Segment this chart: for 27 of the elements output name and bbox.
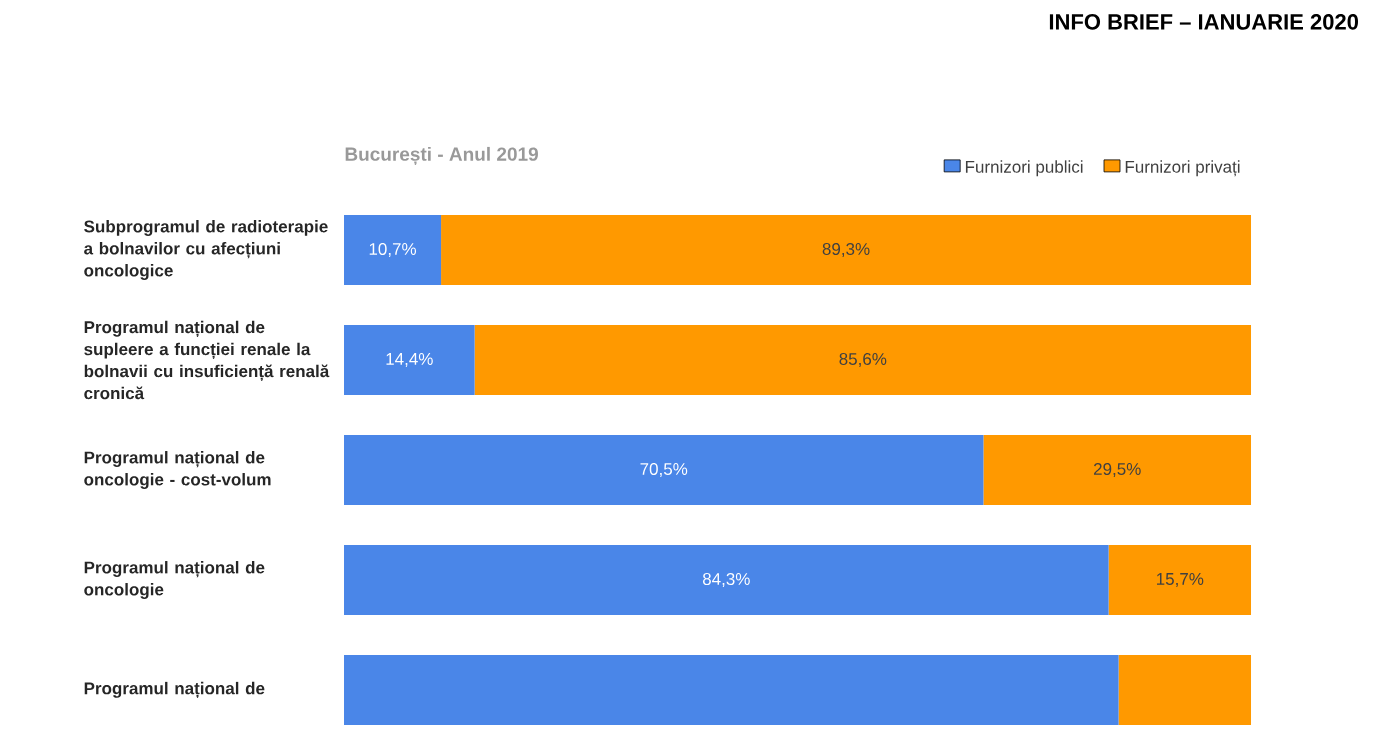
bar	[344, 435, 984, 505]
y-tick-label: Subprogramul de radioterapie a bolnavilor cu afecțiuni oncologice	[84, 220, 328, 280]
data-label: 85,6%	[839, 352, 887, 368]
data-label: 10,7%	[369, 242, 417, 258]
data-label: 29,5%	[1093, 462, 1141, 478]
data-label: 84,3%	[702, 572, 750, 588]
data-label: 89,3%	[822, 242, 870, 258]
bar	[344, 545, 1109, 615]
bar	[441, 215, 1252, 285]
bar	[983, 435, 1252, 505]
legend-label: Furnizori publici	[965, 160, 1083, 177]
bar	[344, 655, 1119, 725]
data-label: 70,5%	[640, 462, 688, 478]
data-label: 14,4%	[386, 353, 433, 367]
bar	[1118, 655, 1252, 725]
y-tick-label: Programul național de supleere a funcției renale la bolnavii cu insuficiență renală cronică	[84, 320, 330, 400]
bar	[474, 325, 1252, 395]
text: INFO BRIEF – IANUARIE 2020	[1049, 14, 1359, 30]
chart-title: București - Anul 2019	[345, 146, 538, 166]
y-tick-label: Programul național de oncologie	[84, 561, 265, 599]
bar	[344, 325, 475, 395]
data-label: 15,7%	[1157, 573, 1204, 587]
legend-label: Furnizori privați	[1125, 160, 1240, 177]
bar	[344, 215, 442, 285]
y-tick-label: Programul național de oncologie - cost-volum	[84, 451, 271, 489]
bar	[1108, 545, 1252, 615]
y-tick-label: Programul național de	[84, 681, 265, 699]
